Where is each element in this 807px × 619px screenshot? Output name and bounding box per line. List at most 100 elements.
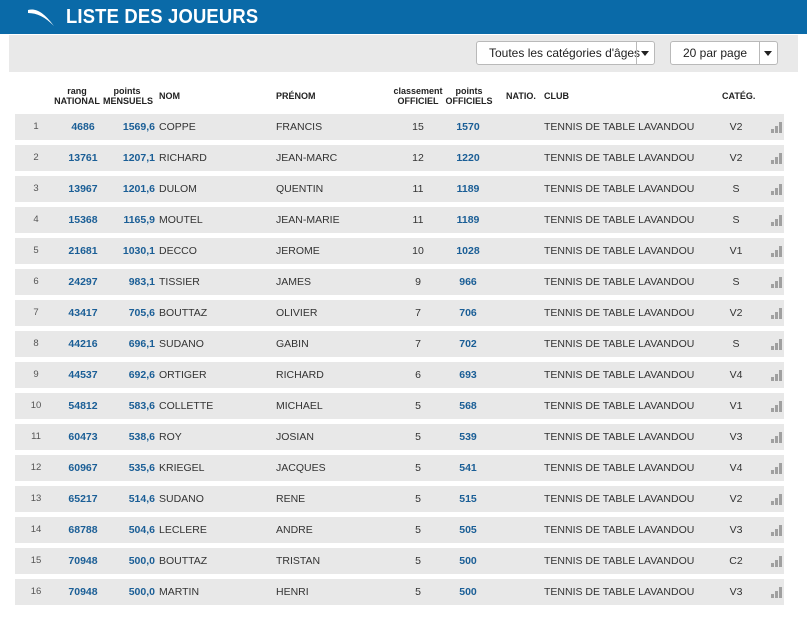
- stats-bars-icon[interactable]: [771, 370, 783, 381]
- row-index: 16: [30, 586, 42, 597]
- prenom-cell[interactable]: HENRI: [276, 586, 309, 598]
- club-cell: TENNIS DE TABLE LAVANDOU: [544, 152, 695, 164]
- prenom-cell[interactable]: JEAN-MARC: [276, 152, 338, 164]
- table-row[interactable]: 7 43417 705,6 BOUTTAZ OLIVIER 7 706 TENNIS DE T…: [15, 300, 784, 326]
- stats-bars-icon[interactable]: [771, 494, 783, 505]
- table-row[interactable]: 4 15368 1165,9 MOUTEL JEAN-MARIE 11 1189 TENNIS…: [15, 207, 784, 233]
- table-row[interactable]: 13 65217 514,6 SUDANO RENE 5 515 TENNIS DE TABL…: [15, 486, 784, 512]
- col-header-points-mensuels[interactable]: points MENSUELS: [103, 86, 153, 106]
- stats-bars-icon[interactable]: [771, 401, 783, 412]
- col-header-prenom[interactable]: PRÉNOM: [276, 91, 316, 101]
- prenom-cell[interactable]: FRANCIS: [276, 121, 323, 133]
- prenom-cell[interactable]: ANDRE: [276, 524, 313, 536]
- nom-cell[interactable]: LECLERE: [159, 524, 207, 536]
- club-cell: TENNIS DE TABLE LAVANDOU: [544, 245, 695, 257]
- prenom-cell[interactable]: QUENTIN: [276, 183, 324, 195]
- prenom-cell[interactable]: RENE: [276, 493, 306, 505]
- row-index: 13: [30, 493, 42, 504]
- table-row[interactable]: 9 44537 692,6 ORTIGER RICHARD 6 693 TENNIS DE T…: [15, 362, 784, 388]
- prenom-cell[interactable]: MICHAEL: [276, 400, 323, 412]
- stats-bars-icon[interactable]: [771, 432, 783, 443]
- points-mensuels-cell: 1165,9: [123, 214, 155, 226]
- classement-cell: 5: [415, 400, 421, 412]
- classement-cell: 9: [415, 276, 421, 288]
- rang-national-cell: 21681: [68, 245, 98, 257]
- nom-cell[interactable]: DECCO: [159, 245, 197, 257]
- points-mensuels-cell: 583,6: [128, 400, 155, 412]
- swoosh-logo-icon: [28, 9, 54, 26]
- prenom-cell[interactable]: JEROME: [276, 245, 320, 257]
- chevron-down-icon[interactable]: [636, 42, 654, 64]
- age-category-select[interactable]: Toutes les catégories d'âges: [476, 41, 655, 65]
- row-index: 1: [33, 121, 39, 132]
- prenom-cell[interactable]: JACQUES: [276, 462, 326, 474]
- prenom-cell[interactable]: TRISTAN: [276, 555, 321, 567]
- nom-cell[interactable]: BOUTTAZ: [159, 307, 208, 319]
- stats-bars-icon[interactable]: [771, 277, 783, 288]
- stats-bars-icon[interactable]: [771, 587, 783, 598]
- nom-cell[interactable]: TISSIER: [159, 276, 200, 288]
- stats-bars-icon[interactable]: [771, 556, 783, 567]
- table-row[interactable]: 16 70948 500,0 MARTIN HENRI 5 500 TENNIS DE TAB…: [15, 579, 784, 605]
- nom-cell[interactable]: COPPE: [159, 121, 196, 133]
- stats-bars-icon[interactable]: [771, 122, 783, 133]
- table-row[interactable]: 10 54812 583,6 COLLETTE MICHAEL 5 568 TENNIS DE…: [15, 393, 784, 419]
- nom-cell[interactable]: COLLETTE: [159, 400, 214, 412]
- col-header-categ[interactable]: CATÉG.: [722, 91, 756, 101]
- col-header-club[interactable]: CLUB: [544, 91, 569, 101]
- prenom-cell[interactable]: RICHARD: [276, 369, 324, 381]
- col-header-rang-national[interactable]: rang NATIONAL: [54, 86, 100, 106]
- club-cell: TENNIS DE TABLE LAVANDOU: [544, 586, 695, 598]
- stats-bars-icon[interactable]: [771, 308, 783, 319]
- age-category-value: Toutes les catégories d'âges: [489, 46, 641, 60]
- nom-cell[interactable]: ROY: [159, 431, 182, 443]
- table-row[interactable]: 3 13967 1201,6 DULOM QUENTIN 11 1189 TENNIS DE …: [15, 176, 784, 202]
- col-header-classement-officiel[interactable]: classement OFFICIEL: [393, 86, 443, 106]
- stats-bars-icon[interactable]: [771, 184, 783, 195]
- categ-cell: V2: [729, 307, 743, 319]
- col-header-nom[interactable]: NOM: [159, 91, 180, 101]
- chevron-down-icon[interactable]: [759, 42, 777, 64]
- stats-bars-icon[interactable]: [771, 215, 783, 226]
- points-officiels-cell: 1570: [456, 121, 480, 133]
- table-row[interactable]: 5 21681 1030,1 DECCO JEROME 10 1028 TENNIS DE T…: [15, 238, 784, 264]
- prenom-cell[interactable]: GABIN: [276, 338, 309, 350]
- table-row[interactable]: 8 44216 696,1 SUDANO GABIN 7 702 TENNIS DE TABL…: [15, 331, 784, 357]
- nom-cell[interactable]: SUDANO: [159, 493, 204, 505]
- categ-cell: V1: [729, 245, 743, 257]
- table-row[interactable]: 1 4686 1569,6 COPPE FRANCIS 15 1570 TENNIS DE T…: [15, 114, 784, 140]
- rang-national-cell: 68788: [68, 524, 98, 536]
- prenom-cell[interactable]: JEAN-MARIE: [276, 214, 340, 226]
- table-row[interactable]: 2 13761 1207,1 RICHARD JEAN-MARC 12 1220 TENNIS…: [15, 145, 784, 171]
- nom-cell[interactable]: SUDANO: [159, 338, 204, 350]
- table-row[interactable]: 11 60473 538,6 ROY JOSIAN 5 539 TENNIS DE TABLE…: [15, 424, 784, 450]
- prenom-cell[interactable]: JAMES: [276, 276, 312, 288]
- nom-cell[interactable]: BOUTTAZ: [159, 555, 208, 567]
- nom-cell[interactable]: MOUTEL: [159, 214, 203, 226]
- table-row[interactable]: 15 70948 500,0 BOUTTAZ TRISTAN 5 500 TENNIS DE …: [15, 548, 784, 574]
- table-row[interactable]: 14 68788 504,6 LECLERE ANDRE 5 505 TENNIS DE TA…: [15, 517, 784, 543]
- nom-cell[interactable]: ORTIGER: [159, 369, 207, 381]
- col-header-natio[interactable]: NATIO.: [506, 91, 536, 101]
- points-officiels-cell: 1189: [456, 214, 480, 226]
- nom-cell[interactable]: KRIEGEL: [159, 462, 205, 474]
- stats-bars-icon[interactable]: [771, 463, 783, 474]
- prenom-cell[interactable]: JOSIAN: [276, 431, 314, 443]
- rang-national-cell: 70948: [68, 555, 98, 567]
- nom-cell[interactable]: RICHARD: [159, 152, 207, 164]
- points-officiels-cell: 706: [459, 307, 477, 319]
- points-mensuels-cell: 692,6: [128, 369, 155, 381]
- rang-national-cell: 13761: [68, 152, 98, 164]
- stats-bars-icon[interactable]: [771, 339, 783, 350]
- nom-cell[interactable]: MARTIN: [159, 586, 200, 598]
- stats-bars-icon[interactable]: [771, 246, 783, 257]
- table-row[interactable]: 12 60967 535,6 KRIEGEL JACQUES 5 541 TENNIS DE …: [15, 455, 784, 481]
- table-row[interactable]: 6 24297 983,1 TISSIER JAMES 9 966 TENNIS DE TAB…: [15, 269, 784, 295]
- stats-bars-icon[interactable]: [771, 153, 783, 164]
- per-page-select[interactable]: 20 par page: [670, 41, 778, 65]
- categ-cell: V4: [729, 369, 743, 381]
- prenom-cell[interactable]: OLIVIER: [276, 307, 318, 319]
- nom-cell[interactable]: DULOM: [159, 183, 197, 195]
- col-header-points-officiels[interactable]: points OFFICIELS: [445, 86, 493, 106]
- stats-bars-icon[interactable]: [771, 525, 783, 536]
